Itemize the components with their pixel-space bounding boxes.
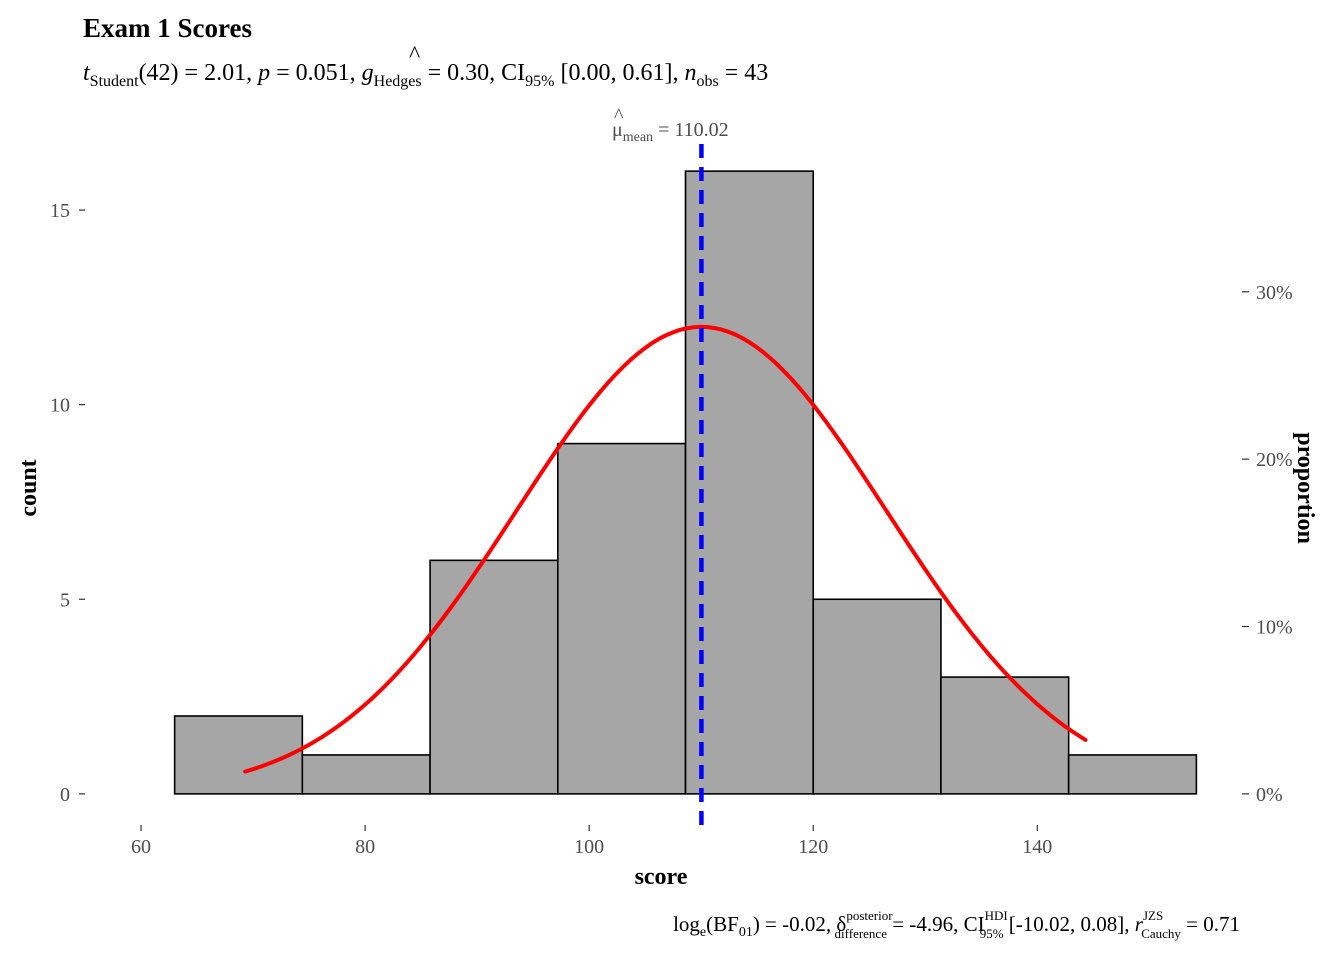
y-tick-label-10: 10 — [50, 395, 70, 417]
y2-axis-title: proportion — [1292, 432, 1318, 544]
plot-area: 60 80 100 120 140 0 5 10 15 0% 10% 20% 30% — [50, 144, 1293, 858]
y-tick-label-5: 5 — [60, 589, 70, 611]
histogram-bar-6 — [812, 598, 942, 795]
x-tick-label-80: 80 — [355, 836, 375, 858]
mu-hat-accent: ^ — [614, 105, 624, 127]
x-tick-label-140: 140 — [1022, 836, 1052, 858]
chart-caption: loge(BF01) = -0.02, δposterior difference… — [673, 908, 1240, 941]
x-axis-title: score — [635, 864, 688, 890]
mean-label: μmean = 110.02 — [612, 119, 729, 145]
y2-tick-label-1: 10% — [1256, 617, 1293, 639]
histogram-bar-1 — [173, 715, 304, 795]
histogram-bar-3 — [429, 559, 559, 795]
histogram-bar-5 — [684, 170, 815, 795]
x-tick-label-60: 60 — [131, 836, 151, 858]
y-axis-title: count — [16, 459, 42, 516]
y2-tick-label-2: 20% — [1256, 449, 1293, 471]
histogram-bar-4 — [556, 442, 687, 795]
normal-curve-line — [243, 324, 1088, 774]
x-tick-label-120: 120 — [798, 836, 828, 858]
y-tick-label-0: 0 — [60, 784, 70, 806]
y2-tick-label-3: 30% — [1256, 282, 1293, 304]
chart-subtitle: tStudent(42) = 2.01, p = 0.051, gHedges … — [83, 60, 768, 90]
y-tick-label-15: 15 — [50, 200, 70, 222]
g-hat-accent: ^ — [409, 42, 420, 68]
chart-title: Exam 1 Scores — [83, 13, 252, 43]
x-tick-label-100: 100 — [574, 836, 604, 858]
histogram-bar-8 — [1067, 754, 1198, 795]
histogram-bar-7 — [940, 676, 1070, 795]
histogram-bar-2 — [301, 754, 431, 795]
y2-tick-label-0: 0% — [1256, 784, 1283, 806]
